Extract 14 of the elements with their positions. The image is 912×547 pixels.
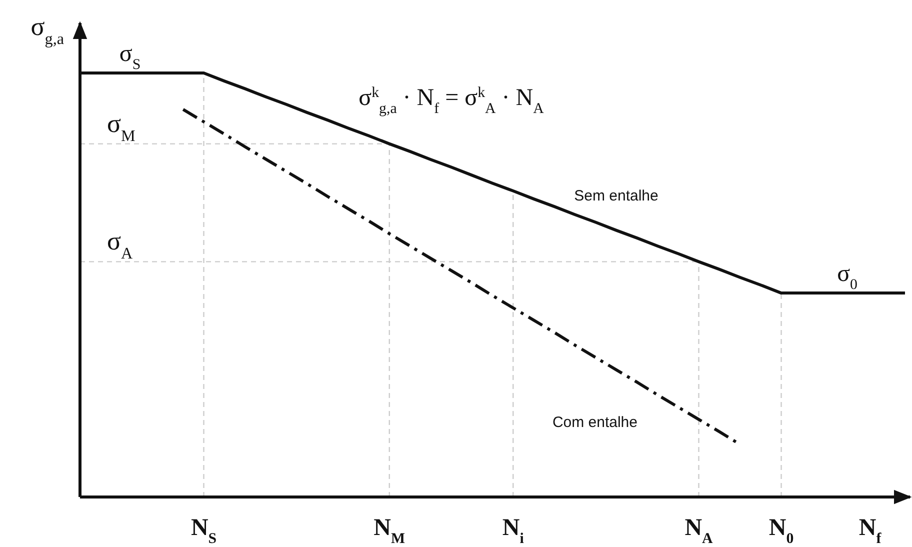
series-label: Sem entalhe	[574, 187, 658, 204]
text: σ$^{k}$$_{g,a}$ · N$_{f}$ = σ$^{k}$$_{A}$ · N$_{A}$	[358, 85, 544, 117]
ref-line-label: σ$_{M}$	[107, 108, 136, 144]
x-tick-label: N$_{M}$	[374, 515, 406, 547]
x-axis-title: N$_{f}$	[858, 515, 882, 547]
x-tick-label: N$_{A}$	[684, 515, 714, 547]
x-tick-label: N$_{i}$	[502, 515, 524, 547]
x-tick-label: N$_{S}$	[190, 515, 217, 547]
ref-line-label: σ$_{A}$	[107, 226, 134, 262]
series-label: Com entalhe	[552, 414, 638, 431]
y-axis-title: σ$_{g,a}$	[30, 12, 64, 48]
annotation: σ$_{0}$	[837, 261, 858, 294]
x-tick-label: N$_{0}$	[768, 515, 794, 547]
annotation: σ$_{S}$	[119, 41, 141, 73]
